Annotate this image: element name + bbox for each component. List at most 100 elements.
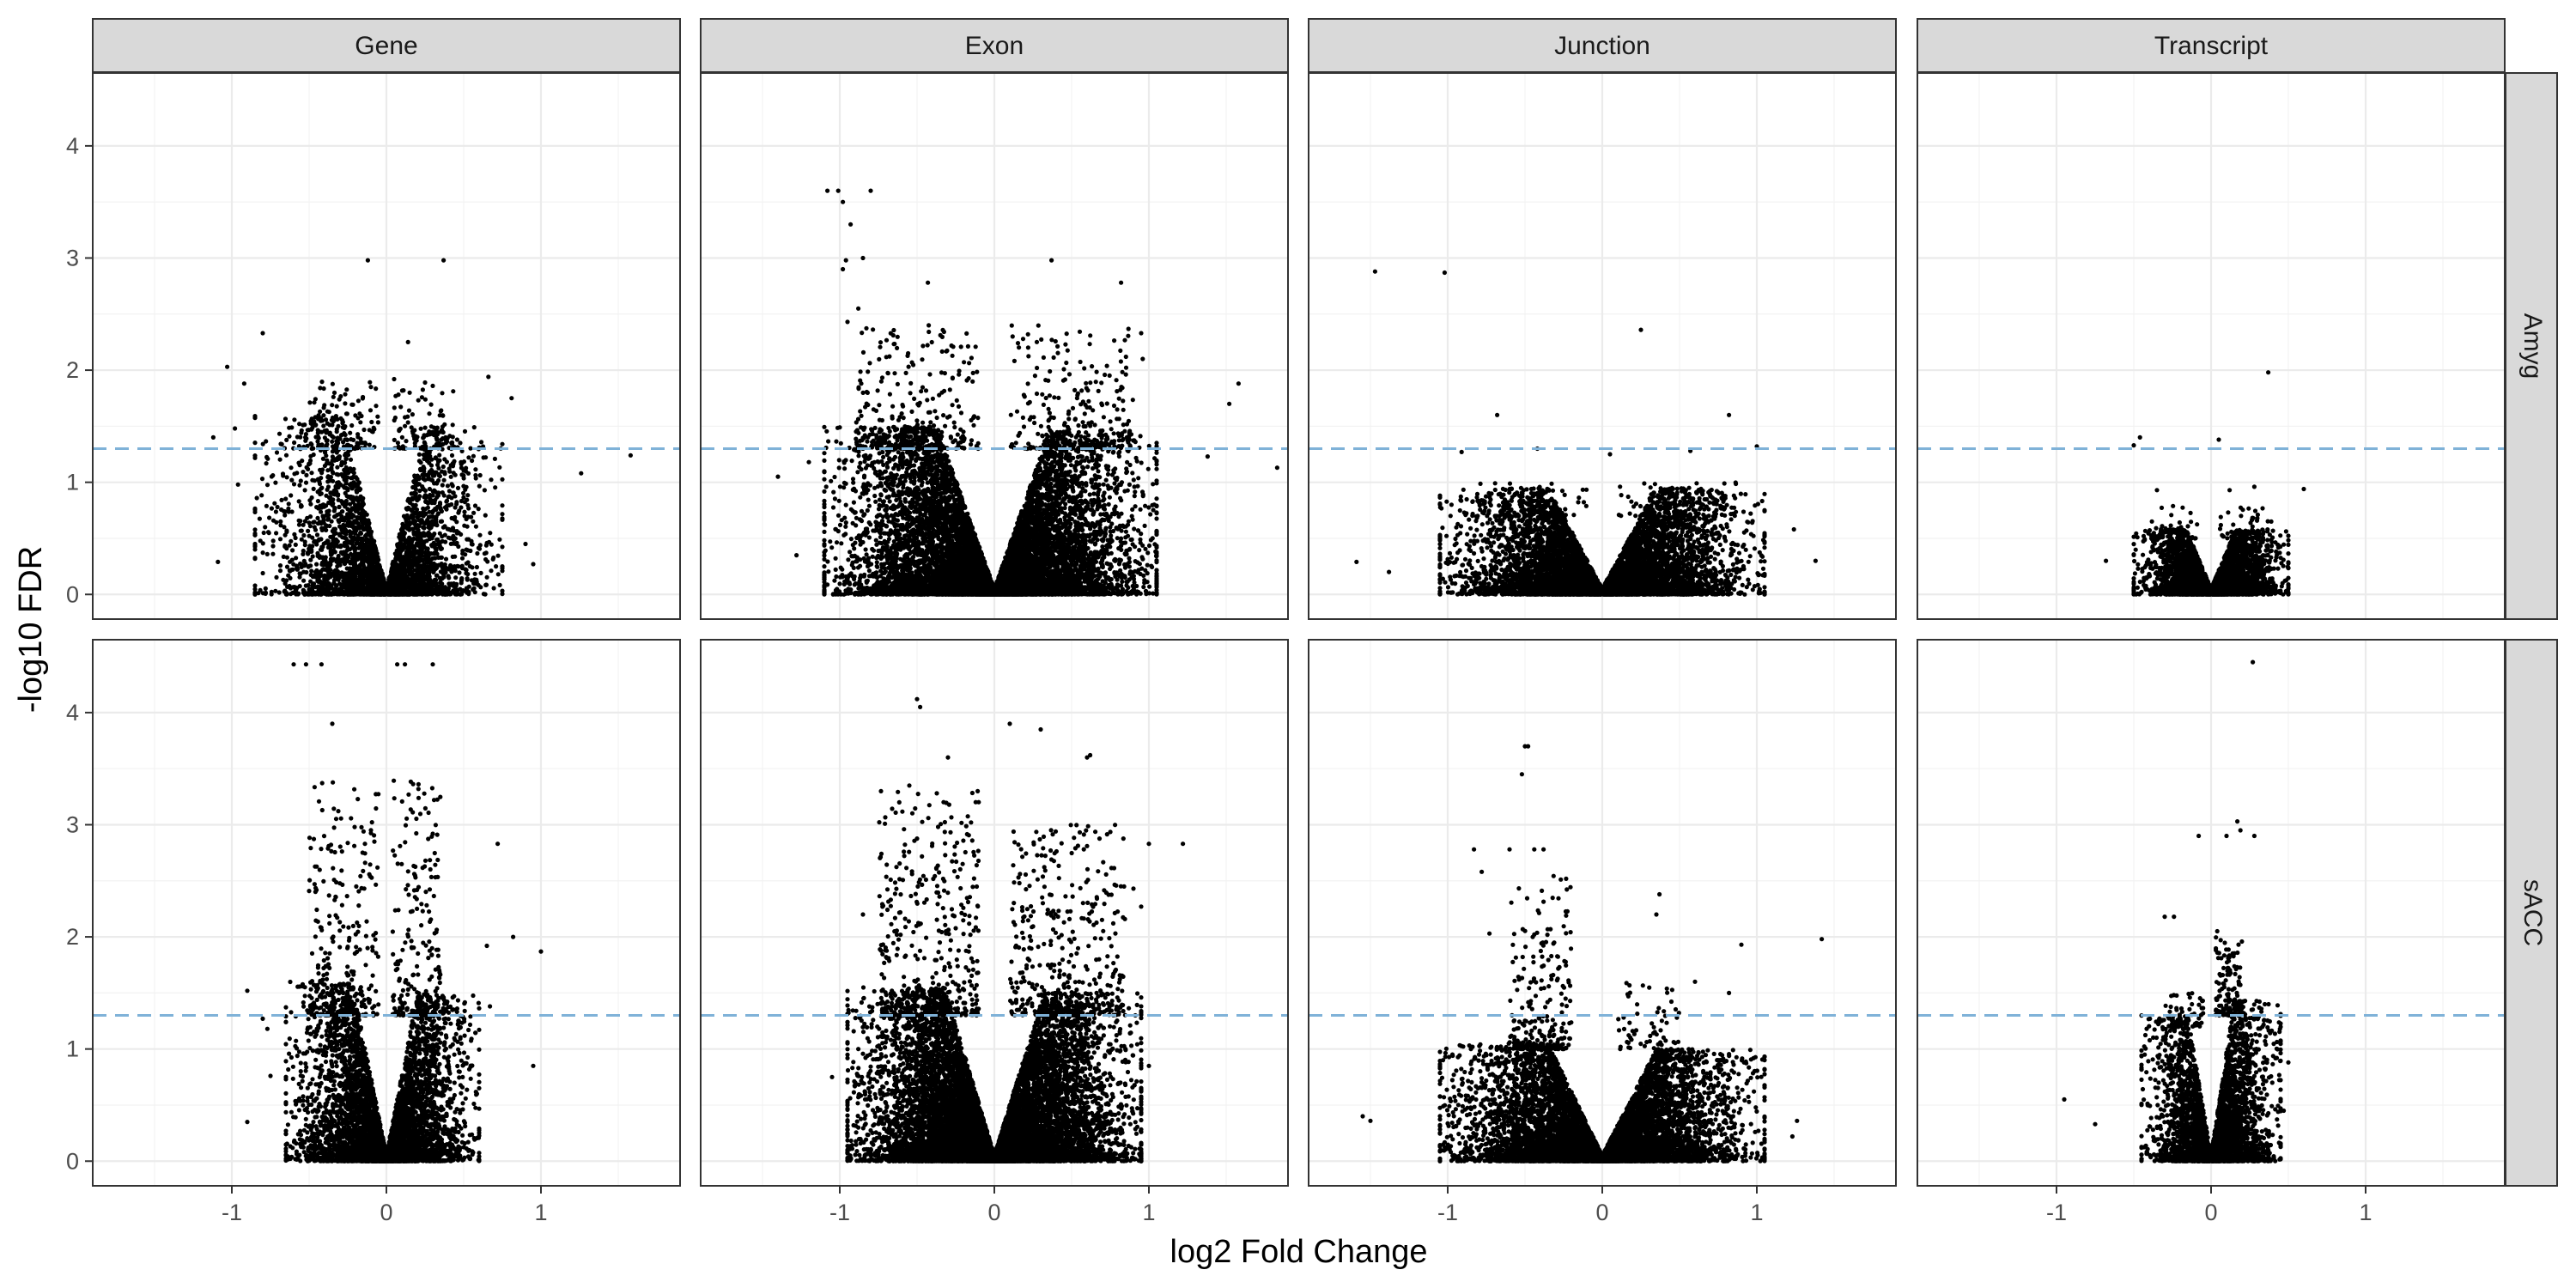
data-point: [368, 526, 372, 531]
data-point: [346, 520, 350, 525]
data-point: [368, 554, 372, 558]
data-point: [283, 416, 288, 421]
data-point: [258, 517, 262, 521]
data-point: [477, 484, 482, 489]
data-point: [298, 571, 302, 575]
data-point: [366, 520, 370, 525]
data-point: [337, 457, 341, 461]
data-point: [331, 395, 336, 399]
data-point: [297, 422, 301, 426]
facet-strip-label: sACC: [2518, 879, 2547, 946]
data-point: [436, 493, 440, 497]
data-point: [319, 380, 324, 384]
data-point: [325, 438, 330, 442]
data-point: [261, 541, 265, 545]
data-point: [327, 524, 331, 528]
data-point: [472, 425, 477, 429]
data-point: [328, 568, 332, 572]
data-point: [355, 483, 360, 488]
data-point: [270, 507, 274, 511]
data-point: [271, 538, 276, 543]
data-point: [452, 490, 456, 495]
data-point: [335, 465, 339, 470]
data-point: [337, 480, 341, 484]
data-point: [298, 562, 302, 566]
data-point: [264, 439, 268, 443]
data-point: [450, 453, 454, 458]
data-point: [326, 545, 331, 550]
data-point: [479, 571, 483, 575]
data-point: [353, 447, 357, 451]
data-point: [299, 478, 303, 483]
data-point: [303, 488, 307, 492]
data-point: [489, 568, 493, 573]
data-point: [360, 543, 364, 547]
data-point: [282, 555, 286, 559]
data-point: [270, 473, 275, 477]
data-point: [306, 467, 310, 471]
data-point: [265, 483, 270, 487]
data-point: [351, 480, 355, 484]
data-point: [494, 564, 498, 568]
data-point: [327, 508, 331, 513]
data-point: [278, 458, 283, 462]
data-point: [417, 453, 422, 457]
data-point: [352, 589, 356, 593]
data-point: [270, 544, 275, 548]
data-point: [369, 420, 374, 424]
data-point: [309, 471, 313, 475]
data-point: [264, 504, 269, 508]
data-point: [274, 509, 278, 513]
data-point: [331, 548, 336, 552]
data-point: [310, 426, 314, 430]
data-point: [419, 460, 423, 465]
data-point: [335, 427, 339, 431]
data-point: [374, 404, 378, 408]
data-point: [332, 447, 337, 451]
data-point: [336, 494, 340, 498]
data-point: [295, 471, 299, 475]
data-point: [307, 550, 311, 554]
data-point: [339, 514, 343, 519]
data-point: [320, 528, 325, 532]
data-point: [437, 453, 441, 457]
data-point: [343, 579, 347, 583]
data-point: [500, 544, 504, 549]
data-point: [343, 491, 348, 495]
data-point: [374, 386, 378, 391]
data-point: [331, 435, 336, 440]
data-point: [294, 536, 298, 540]
data-point: [455, 437, 459, 441]
data-point: [335, 564, 339, 568]
data-point: [346, 487, 350, 491]
data-point: [442, 478, 447, 483]
data-point: [263, 525, 267, 529]
data-point: [318, 429, 322, 434]
data-point: [318, 410, 322, 414]
data-point: [281, 473, 285, 477]
data-point: [283, 589, 287, 593]
data-point: [290, 548, 295, 552]
data-point: [361, 526, 366, 531]
data-point: [288, 568, 292, 573]
data-point: [456, 511, 460, 515]
data-point: [342, 431, 346, 435]
data-point: [308, 502, 313, 507]
data-point: [331, 382, 335, 386]
data-point: [337, 525, 342, 529]
data-point: [252, 556, 257, 560]
data-point: [311, 554, 315, 558]
data-point: [330, 542, 334, 546]
data-point: [344, 437, 349, 441]
data-point: [315, 532, 319, 537]
data-point: [291, 585, 295, 589]
data-point: [337, 505, 341, 509]
data-point: [302, 422, 307, 427]
data-point: [319, 491, 324, 495]
data-point: [362, 592, 367, 597]
data-point: [274, 520, 278, 525]
data-point: [355, 490, 359, 495]
data-point: [294, 543, 298, 547]
data-point: [332, 506, 337, 510]
data-point: [361, 428, 366, 432]
